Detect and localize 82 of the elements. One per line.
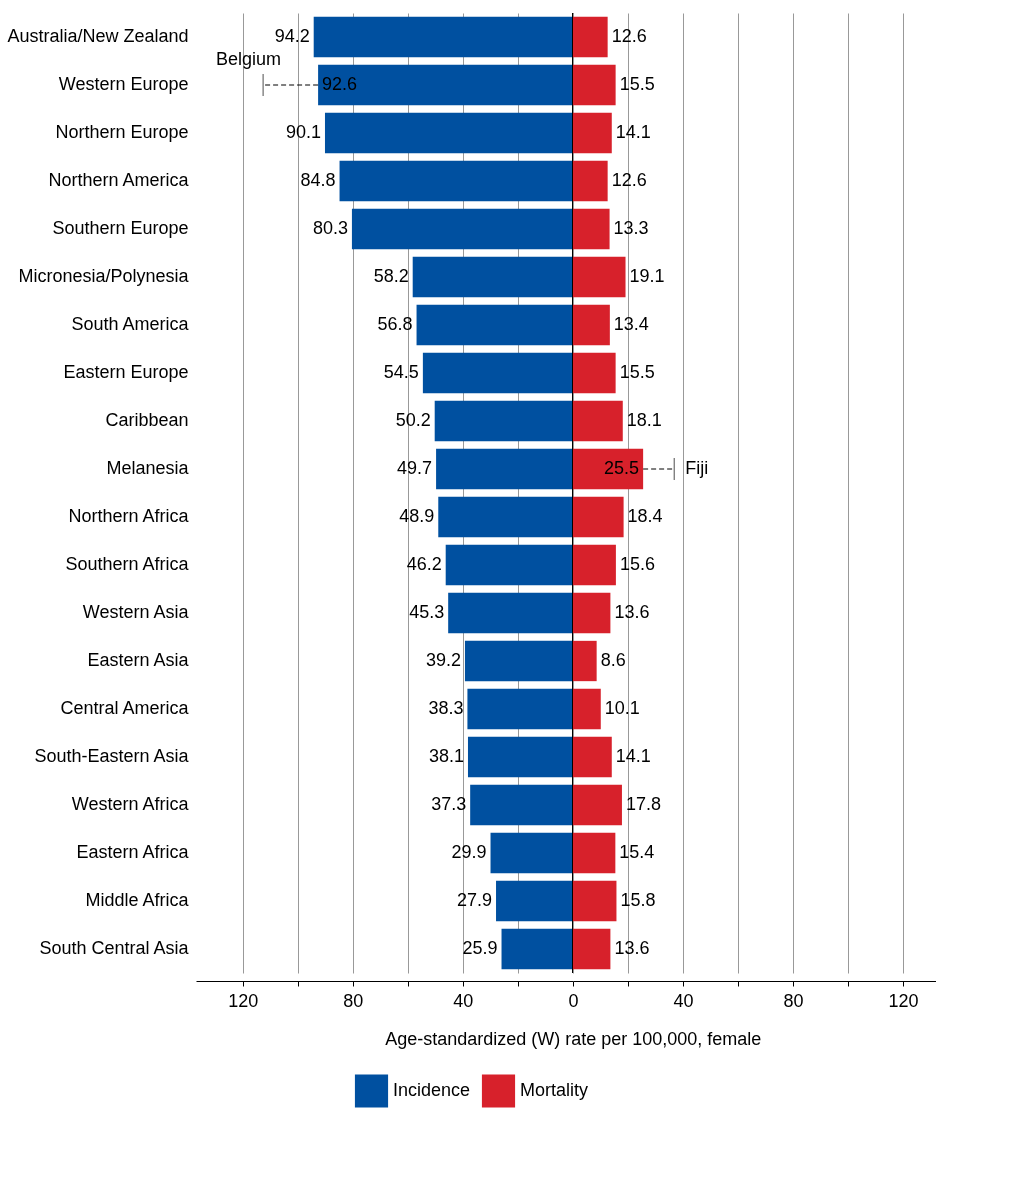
bar [573, 64, 616, 106]
y-tick-label: Southern Europe [52, 218, 189, 238]
data-label: 46.2 [406, 554, 442, 574]
bar [573, 16, 608, 58]
data-label: 15.6 [619, 554, 655, 574]
data-label: 50.2 [395, 410, 431, 430]
data-label: 18.1 [626, 410, 662, 430]
y-tick-label: Eastern Europe [63, 362, 189, 382]
y-tick-label: Western Africa [71, 794, 190, 814]
data-label: 48.9 [399, 506, 435, 526]
y-tick-label: Southern Africa [65, 554, 190, 574]
y-tick-label: Eastern Africa [76, 842, 190, 862]
data-label: 25.9 [462, 938, 498, 958]
x-tick-label: 40 [673, 990, 694, 1011]
data-label: 90.1 [285, 122, 321, 142]
data-label: 15.5 [619, 362, 655, 382]
bar [573, 640, 597, 682]
data-label: 19.1 [629, 266, 665, 286]
data-label: 37.3 [431, 794, 467, 814]
data-label: 13.6 [614, 938, 650, 958]
bar [573, 688, 601, 730]
y-tick-label: Western Europe [58, 74, 189, 94]
x-tick-label: 0 [568, 990, 579, 1011]
data-label: 10.1 [604, 698, 640, 718]
bar [573, 352, 616, 394]
y-tick-label: Micronesia/Polynesia [18, 266, 190, 286]
bar [573, 160, 608, 202]
data-label: 14.1 [615, 746, 651, 766]
annotation: Belgium [216, 49, 282, 69]
data-label: 13.6 [614, 602, 650, 622]
data-label: 17.8 [625, 794, 661, 814]
x-tick-label: 120 [888, 990, 919, 1011]
y-tick-label: Western Asia [82, 602, 190, 622]
data-label: 15.8 [620, 890, 656, 910]
bar [573, 112, 612, 154]
x-tick-label: 80 [783, 990, 804, 1011]
data-label: 18.4 [627, 506, 663, 526]
y-tick-label: Australia/New Zealand [7, 26, 189, 46]
data-label: 14.1 [615, 122, 651, 142]
bar [573, 208, 610, 250]
data-label: 8.6 [600, 650, 626, 670]
data-label: 38.1 [428, 746, 464, 766]
bar [573, 592, 611, 634]
data-label: 84.8 [300, 170, 336, 190]
data-label: 13.3 [613, 218, 649, 238]
y-tick-label: Eastern Asia [87, 650, 190, 670]
data-label: 12.6 [611, 170, 647, 190]
data-label: 25.5 [604, 458, 640, 478]
annotation: Fiji [685, 458, 709, 478]
y-tick-label: Northern America [48, 170, 190, 190]
y-tick-label: South Central Asia [39, 938, 190, 958]
data-label: 56.8 [377, 314, 413, 334]
data-label: 38.3 [428, 698, 464, 718]
y-tick-label: South America [71, 314, 190, 334]
data-label: 94.2 [274, 26, 310, 46]
y-tick-label: Central America [60, 698, 190, 718]
y-tick-label: Melanesia [106, 458, 190, 478]
x-axis-title: Age-standardized (W) rate per 100,000, female [385, 1028, 762, 1049]
data-label: 58.2 [373, 266, 409, 286]
data-label: 29.9 [451, 842, 487, 862]
data-label: 80.3 [312, 218, 348, 238]
data-label: 27.9 [456, 890, 493, 910]
legend-label: Mortality [520, 1079, 589, 1100]
bar [573, 304, 610, 346]
data-label: 92.6 [322, 74, 358, 94]
y-tick-label: Caribbean [105, 410, 189, 430]
y-tick-label: Middle Africa [85, 890, 190, 910]
data-label: 54.5 [383, 362, 419, 382]
data-label: 15.4 [619, 842, 655, 862]
y-tick-label: Northern Europe [55, 122, 189, 142]
data-label: 12.6 [611, 26, 647, 46]
legend-label: Incidence [393, 1079, 471, 1100]
x-tick-label: 120 [228, 990, 259, 1011]
y-tick-label: South-Eastern Asia [34, 746, 190, 766]
data-label: 15.5 [619, 74, 655, 94]
data-label: 45.3 [409, 602, 445, 622]
y-tick-label: Northern Africa [68, 506, 190, 526]
x-tick-label: 80 [343, 990, 364, 1011]
data-label: 49.7 [397, 458, 433, 478]
data-label: 13.4 [613, 314, 649, 334]
x-tick-label: 40 [453, 990, 474, 1011]
data-label: 39.2 [425, 650, 461, 670]
